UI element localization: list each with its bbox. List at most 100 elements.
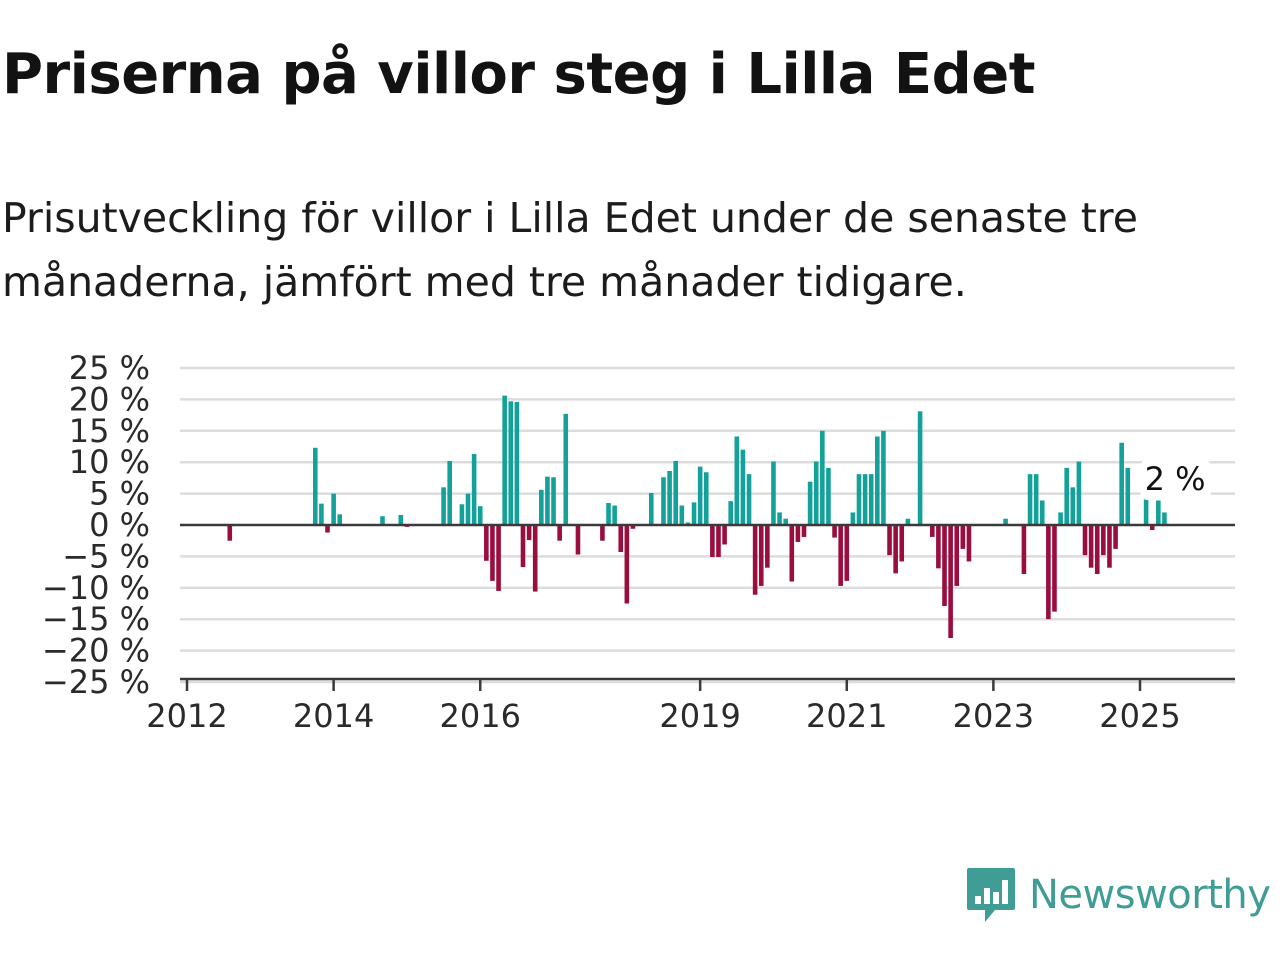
x-tick-label: 2014 — [293, 697, 374, 735]
bar — [722, 525, 727, 545]
x-tick-label: 2021 — [806, 697, 887, 735]
y-tick-label: −25 % — [42, 663, 150, 701]
bar — [1149, 525, 1155, 531]
bar — [685, 522, 691, 525]
bar — [771, 461, 776, 525]
bar — [624, 525, 630, 604]
bar — [1119, 442, 1124, 525]
bar — [679, 505, 685, 525]
bar — [856, 474, 862, 525]
x-tick-label: 2012 — [146, 697, 227, 735]
bar — [539, 489, 544, 525]
bar — [697, 466, 703, 525]
bar — [789, 525, 795, 582]
bar — [532, 525, 538, 592]
x-tick-label: 2023 — [953, 697, 1034, 735]
bar — [795, 525, 801, 542]
bar — [606, 503, 611, 525]
y-tick-label: 25 % — [69, 349, 150, 387]
bar — [716, 525, 721, 558]
bar — [929, 525, 935, 537]
bar — [1070, 487, 1076, 525]
bar — [752, 525, 758, 595]
bar — [1101, 525, 1106, 556]
bar — [648, 492, 654, 525]
bar — [484, 525, 489, 561]
bar — [545, 476, 550, 525]
bar — [820, 430, 825, 525]
y-tick-label: −5 % — [62, 537, 150, 575]
bar — [881, 430, 886, 525]
bar — [954, 525, 960, 586]
bar — [807, 481, 813, 525]
bar — [948, 525, 953, 639]
bar — [441, 487, 446, 525]
bar — [862, 474, 868, 525]
bar — [868, 474, 874, 525]
bar — [1143, 494, 1149, 525]
bar — [917, 411, 923, 525]
bar — [1033, 474, 1039, 525]
bar — [337, 514, 343, 525]
bar — [801, 525, 807, 537]
bar — [832, 525, 837, 538]
bar — [942, 525, 947, 607]
price-change-chart: 25 %20 %15 %10 %5 %0 %−5 %−10 %−15 %−20 … — [42, 349, 1235, 735]
newsworthy-logo-icon — [967, 868, 1015, 922]
chart-title: Priserna på villor steg i Lilla Edet — [2, 42, 1035, 107]
bar — [661, 477, 666, 525]
bar — [728, 501, 733, 525]
bar — [905, 518, 911, 525]
bar — [508, 401, 514, 525]
bar — [740, 449, 746, 525]
bar — [813, 461, 819, 525]
bar — [1125, 467, 1131, 525]
bar — [471, 454, 477, 525]
bar — [703, 472, 709, 525]
bar — [575, 525, 581, 555]
bar — [960, 525, 966, 549]
bar — [1076, 461, 1082, 525]
newsworthy-logo[interactable]: Newsworthy — [965, 866, 1271, 924]
bar — [1052, 525, 1057, 612]
bar — [630, 525, 636, 529]
bar — [875, 436, 880, 525]
bar — [227, 525, 233, 541]
bar — [477, 506, 483, 525]
bar — [838, 525, 843, 586]
bar — [526, 525, 532, 541]
bar — [319, 503, 324, 525]
bar — [850, 512, 856, 525]
bar — [826, 467, 831, 525]
bar — [490, 525, 495, 581]
bar — [1156, 500, 1161, 525]
y-tick-label: 15 % — [69, 412, 150, 450]
y-axis-ticks: 25 %20 %15 %10 %5 %0 %−5 %−10 %−15 %−20 … — [42, 349, 150, 701]
annotation-background — [1140, 459, 1211, 500]
bar — [331, 493, 336, 525]
y-tick-label: 10 % — [69, 443, 150, 481]
y-tick-label: −20 % — [42, 632, 150, 670]
bar — [1003, 518, 1008, 525]
bar — [502, 395, 507, 525]
bar — [1046, 525, 1051, 620]
bar — [380, 516, 385, 525]
bar — [514, 401, 520, 525]
bar — [673, 460, 679, 525]
bar — [1064, 467, 1069, 525]
bar — [551, 477, 556, 525]
bar — [612, 505, 617, 525]
bar — [691, 502, 697, 525]
bar — [496, 525, 501, 591]
bar — [600, 525, 605, 541]
bar — [1027, 474, 1033, 525]
bar — [520, 525, 526, 568]
bar — [618, 525, 624, 552]
bar — [887, 525, 892, 556]
bar — [398, 514, 404, 525]
y-tick-label: 5 % — [89, 475, 150, 513]
newsworthy-logo-text: Newsworthy — [1029, 872, 1271, 918]
x-tick-label: 2019 — [659, 697, 740, 735]
y-tick-label: −15 % — [42, 600, 150, 638]
bar — [1039, 500, 1045, 525]
